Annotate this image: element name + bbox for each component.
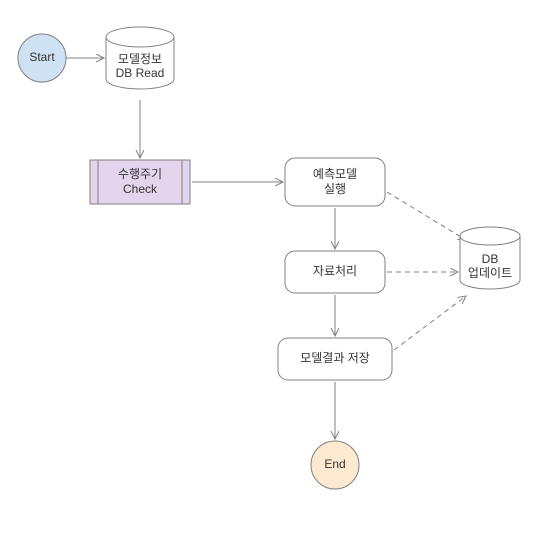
edge-save-db_update	[394, 296, 466, 350]
svg-text:DB Read: DB Read	[116, 66, 165, 80]
node-end: End	[311, 441, 359, 489]
flowchart-diagram: Start 모델정보DB Read 수행주기Check 예측모델실행자료처리모델결과 …	[0, 0, 556, 540]
svg-text:모델결과 저장: 모델결과 저장	[300, 351, 370, 365]
svg-text:DB: DB	[482, 252, 499, 266]
svg-text:예측모델: 예측모델	[313, 167, 357, 181]
svg-text:실행: 실행	[324, 181, 346, 196]
svg-text:수행주기: 수행주기	[118, 166, 162, 181]
svg-text:Start: Start	[29, 50, 55, 64]
node-check: 수행주기Check	[90, 160, 190, 204]
svg-text:자료처리: 자료처리	[313, 264, 357, 278]
node-db_update: DB업데이트	[460, 227, 520, 289]
node-read_db: 모델정보DB Read	[106, 27, 174, 89]
node-run_model: 예측모델실행	[285, 158, 385, 206]
svg-text:업데이트: 업데이트	[468, 266, 512, 280]
node-start: Start	[18, 34, 66, 82]
svg-text:End: End	[324, 457, 345, 471]
node-data_proc: 자료처리	[285, 251, 385, 293]
edge-run_model-db_update	[387, 192, 466, 240]
node-save: 모델결과 저장	[278, 338, 392, 380]
svg-text:모델정보: 모델정보	[118, 52, 162, 66]
svg-text:Check: Check	[123, 182, 158, 196]
